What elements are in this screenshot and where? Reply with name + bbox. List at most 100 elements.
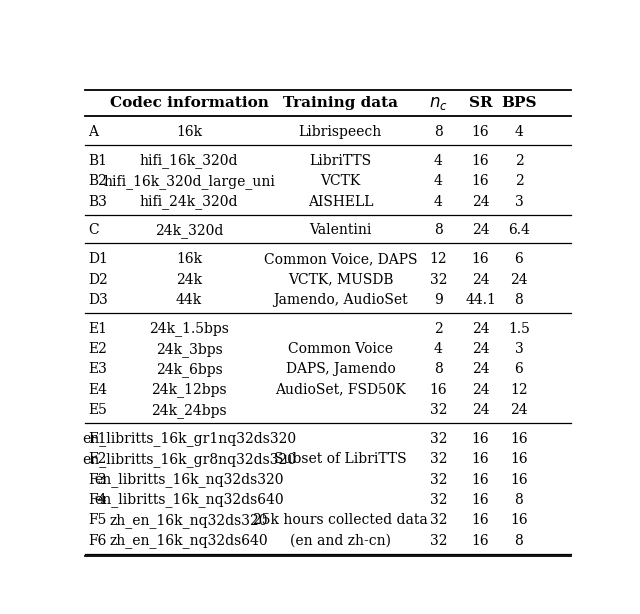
Text: 24: 24 — [472, 403, 490, 417]
Text: 6: 6 — [515, 252, 524, 266]
Text: 32: 32 — [429, 453, 447, 466]
Text: 16: 16 — [472, 125, 490, 139]
Text: 12: 12 — [510, 383, 528, 397]
Text: 4: 4 — [434, 154, 443, 168]
Text: Jamendo, AudioSet: Jamendo, AudioSet — [273, 293, 408, 307]
Text: B1: B1 — [88, 154, 107, 168]
Text: 8: 8 — [515, 293, 524, 307]
Text: 8: 8 — [434, 223, 443, 238]
Text: E3: E3 — [88, 362, 107, 376]
Text: C: C — [88, 223, 99, 238]
Text: AISHELL: AISHELL — [308, 195, 373, 209]
Text: 32: 32 — [429, 473, 447, 486]
Text: E4: E4 — [88, 383, 107, 397]
Text: E2: E2 — [88, 342, 107, 356]
Text: 32: 32 — [429, 534, 447, 548]
Text: AudioSet, FSD50K: AudioSet, FSD50K — [275, 383, 406, 397]
Text: 16: 16 — [510, 453, 528, 466]
Text: 24: 24 — [510, 403, 528, 417]
Text: B2: B2 — [88, 174, 107, 188]
Text: E1: E1 — [88, 322, 107, 336]
Text: 24: 24 — [472, 383, 490, 397]
Text: zh_en_16k_nq32ds320: zh_en_16k_nq32ds320 — [110, 513, 268, 527]
Text: 24k_24bps: 24k_24bps — [151, 403, 227, 418]
Text: SR: SR — [468, 96, 492, 111]
Text: D3: D3 — [88, 293, 108, 307]
Text: 2: 2 — [434, 322, 443, 336]
Text: 4: 4 — [434, 195, 443, 209]
Text: $n_c$: $n_c$ — [429, 95, 448, 112]
Text: Common Voice, DAPS: Common Voice, DAPS — [264, 252, 417, 266]
Text: 9: 9 — [434, 293, 443, 307]
Text: 16: 16 — [429, 383, 447, 397]
Text: VCTK, MUSDB: VCTK, MUSDB — [287, 273, 393, 287]
Text: 24: 24 — [472, 273, 490, 287]
Text: hifi_16k_320d: hifi_16k_320d — [140, 154, 238, 168]
Text: en_libritts_16k_nq32ds640: en_libritts_16k_nq32ds640 — [94, 492, 284, 507]
Text: B3: B3 — [88, 195, 107, 209]
Text: 16: 16 — [472, 513, 490, 527]
Text: 32: 32 — [429, 513, 447, 527]
Text: Training data: Training data — [283, 96, 398, 111]
Text: F2: F2 — [88, 453, 106, 466]
Text: 2: 2 — [515, 154, 524, 168]
Text: 16: 16 — [472, 473, 490, 486]
Text: 16k: 16k — [176, 252, 202, 266]
Text: 16: 16 — [510, 432, 528, 446]
Text: 4: 4 — [434, 174, 443, 188]
Text: E5: E5 — [88, 403, 107, 417]
Text: 8: 8 — [434, 125, 443, 139]
Text: zh_en_16k_nq32ds640: zh_en_16k_nq32ds640 — [110, 533, 268, 548]
Text: Common Voice: Common Voice — [288, 342, 393, 356]
Text: F3: F3 — [88, 473, 106, 486]
Text: 24: 24 — [510, 273, 528, 287]
Text: 24k_3bps: 24k_3bps — [156, 341, 223, 357]
Text: 4: 4 — [515, 125, 524, 139]
Text: Valentini: Valentini — [309, 223, 372, 238]
Text: VCTK: VCTK — [320, 174, 360, 188]
Text: 3: 3 — [515, 342, 524, 356]
Text: en_libritts_16k_nq32ds320: en_libritts_16k_nq32ds320 — [94, 472, 284, 487]
Text: 16: 16 — [510, 473, 528, 486]
Text: A: A — [88, 125, 98, 139]
Text: 32: 32 — [429, 432, 447, 446]
Text: 6.4: 6.4 — [508, 223, 530, 238]
Text: DAPS, Jamendo: DAPS, Jamendo — [285, 362, 396, 376]
Text: 16: 16 — [472, 174, 490, 188]
Text: en_libritts_16k_gr1nq32ds320: en_libritts_16k_gr1nq32ds320 — [82, 432, 296, 446]
Text: Subset of LibriTTS: Subset of LibriTTS — [274, 453, 406, 466]
Text: 16: 16 — [472, 432, 490, 446]
Text: Librispeech: Librispeech — [299, 125, 382, 139]
Text: 12: 12 — [429, 252, 447, 266]
Text: 24k_6bps: 24k_6bps — [156, 362, 223, 377]
Text: 8: 8 — [515, 534, 524, 548]
Text: 16: 16 — [472, 493, 490, 507]
Text: 3: 3 — [515, 195, 524, 209]
Text: 44.1: 44.1 — [465, 293, 496, 307]
Text: LibriTTS: LibriTTS — [309, 154, 371, 168]
Text: 24k_320d: 24k_320d — [155, 223, 223, 238]
Text: 16: 16 — [472, 252, 490, 266]
Text: 24k_1.5bps: 24k_1.5bps — [149, 321, 229, 336]
Text: 16: 16 — [472, 453, 490, 466]
Text: F4: F4 — [88, 493, 106, 507]
Text: 32: 32 — [429, 403, 447, 417]
Text: 6: 6 — [515, 362, 524, 376]
Text: F1: F1 — [88, 432, 106, 446]
Text: 32: 32 — [429, 273, 447, 287]
Text: 24k_12bps: 24k_12bps — [151, 383, 227, 397]
Text: 16k: 16k — [176, 125, 202, 139]
Text: 2: 2 — [515, 174, 524, 188]
Text: F5: F5 — [88, 513, 106, 527]
Text: D2: D2 — [88, 273, 108, 287]
Text: 24: 24 — [472, 322, 490, 336]
Text: 8: 8 — [515, 493, 524, 507]
Text: 25k hours collected data: 25k hours collected data — [253, 513, 428, 527]
Text: BPS: BPS — [501, 96, 537, 111]
Text: 24k: 24k — [176, 273, 202, 287]
Text: 24: 24 — [472, 342, 490, 356]
Text: Codec information: Codec information — [109, 96, 269, 111]
Text: en_libritts_16k_gr8nq32ds320: en_libritts_16k_gr8nq32ds320 — [82, 452, 296, 467]
Text: 4: 4 — [434, 342, 443, 356]
Text: D1: D1 — [88, 252, 108, 266]
